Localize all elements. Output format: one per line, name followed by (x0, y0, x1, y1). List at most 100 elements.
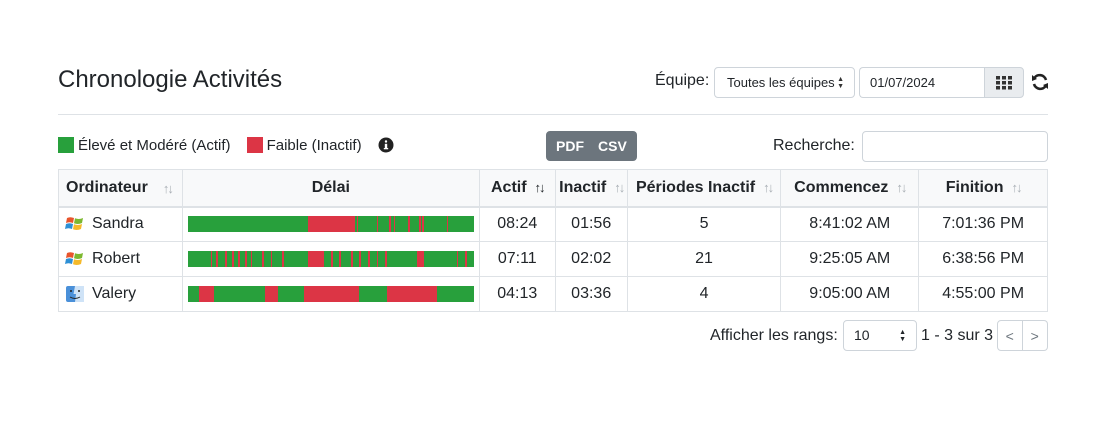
page-header: Chronologie Activités Équipe: Toutes les… (58, 62, 1048, 102)
col-header-ordinateur[interactable]: Ordinateur ↑↓ (58, 169, 183, 208)
inactive-segment (250, 251, 253, 267)
sort-icon: ↑↓ (763, 180, 774, 196)
inactive-segment (359, 251, 362, 267)
pdf-button[interactable]: PDF (546, 131, 592, 161)
timeline-cell (181, 206, 480, 242)
inactive-segment (408, 216, 410, 233)
inactive-segment (416, 251, 424, 267)
activity-table: Ordinateur ↑↓ Délai Actif ↑↓ Inactif ↑↓ Pé… (58, 169, 1048, 312)
timeline-bar (187, 251, 474, 267)
inactive-segment (307, 251, 324, 267)
inactive-segment (386, 286, 437, 302)
inactive-swatch (246, 137, 263, 153)
table-row[interactable]: Robert 07:11 02:02 21 9:25:05 AM 6:38:56… (58, 241, 1048, 277)
calendar-grid-icon (996, 75, 1012, 89)
inactive-segment (350, 251, 353, 267)
actif-cell: 04:13 (478, 276, 556, 312)
inactive-segment (393, 216, 396, 233)
team-select[interactable]: Toutes les équipes ▲ ▼ (714, 67, 855, 98)
refresh-button[interactable] (1030, 72, 1050, 92)
finition-cell: 7:01:36 PM (918, 206, 1048, 242)
col-header-commencez[interactable]: Commencez ↑↓ (780, 169, 920, 208)
inactive-segment (385, 251, 387, 267)
sort-icon: ↑↓ (162, 181, 174, 196)
inactive-segment (339, 251, 342, 267)
range-text: 1 - 3 sur 3 (921, 327, 994, 344)
inactive-segment (389, 216, 392, 233)
windows-icon (65, 215, 85, 233)
inactive-segment (376, 216, 379, 233)
inactive-segment (303, 286, 360, 302)
finition-cell: 6:38:56 PM (918, 241, 1048, 277)
mac-finder-icon (65, 285, 85, 303)
sort-icon: ↑↓ (1011, 180, 1022, 196)
periodes-cell: 5 (626, 206, 782, 242)
refresh-icon (1032, 73, 1048, 91)
rows-per-page-select[interactable]: 10 ▲ ▼ (843, 320, 917, 351)
computer-cell: Sandra (58, 206, 183, 242)
search-input[interactable] (862, 131, 1048, 162)
inactive-segment (446, 216, 449, 233)
col-header-periodes-inactif[interactable]: Périodes Inactif ↑↓ (626, 169, 782, 208)
info-circle-icon[interactable] (378, 137, 394, 153)
timeline-cell (181, 276, 480, 312)
legend-active-label: Élevé et Modéré (Actif) (78, 136, 231, 154)
select-arrows-icon: ▲ ▼ (837, 76, 844, 90)
inactive-segment (262, 251, 264, 267)
inactive-segment (265, 286, 278, 302)
inactive-segment (368, 251, 370, 267)
computer-cell: Valery (58, 276, 183, 312)
legend-inactive-label: Faible (Inactif) (266, 136, 362, 154)
table-row[interactable]: Valery 04:13 03:36 4 9:05:00 AM 4:55:00 … (58, 276, 1048, 312)
actif-cell: 07:11 (478, 241, 556, 277)
commencez-cell: 9:25:05 AM (780, 241, 920, 277)
timeline-bar (187, 216, 474, 233)
legend-inactive: Faible (Inactif) (246, 136, 362, 154)
inactive-segment (422, 216, 425, 233)
inactive-segment (210, 251, 213, 267)
periodes-cell: 4 (626, 276, 782, 312)
header-divider (58, 114, 1048, 115)
inactive-segment (282, 251, 284, 267)
col-header-actif[interactable]: Actif ↑↓ (478, 169, 556, 208)
active-swatch (58, 137, 74, 153)
inactive-segment (307, 216, 356, 233)
inactive-segment (225, 251, 227, 267)
inactif-cell: 02:02 (554, 241, 628, 277)
inactive-segment (376, 251, 379, 267)
inactive-segment (456, 251, 459, 267)
calendar-button[interactable] (984, 67, 1024, 98)
periodes-cell: 21 (626, 241, 782, 277)
page-nav: < > (997, 320, 1048, 351)
timeline-bar (187, 286, 474, 302)
inactif-cell: 01:56 (554, 206, 628, 242)
page-title: Chronologie Activités (58, 66, 283, 93)
inactive-segment (419, 216, 422, 233)
col-header-inactif[interactable]: Inactif ↑↓ (554, 169, 628, 208)
timeline-cell (181, 241, 480, 277)
prev-page-button[interactable]: < (997, 320, 1023, 351)
commencez-cell: 8:41:02 AM (780, 206, 920, 242)
inactive-segment (237, 251, 240, 267)
date-picker: 01/07/2024 (859, 67, 1024, 98)
legend-active: Élevé et Modéré (Actif) (58, 137, 231, 154)
next-page-button[interactable]: > (1022, 320, 1048, 351)
pagination: Afficher les rangs: 10 ▲ ▼ 1 - 3 sur 3 < … (58, 320, 1048, 351)
col-header-finition[interactable]: Finition ↑↓ (918, 169, 1048, 208)
csv-button[interactable]: CSV (592, 131, 637, 161)
inactive-segment (330, 251, 333, 267)
team-select-value: Toutes les équipes (727, 75, 835, 90)
inactive-segment (356, 216, 359, 233)
rows-per-page-value: 10 (854, 327, 870, 343)
inactive-segment (199, 286, 214, 302)
select-arrows-icon: ▲ ▼ (899, 329, 906, 343)
inactive-segment (216, 251, 219, 267)
commencez-cell: 9:05:00 AM (780, 276, 920, 312)
computer-name: Robert (92, 250, 141, 267)
table-row[interactable]: Sandra 08:24 01:56 5 8:41:02 AM 7:01:36 … (58, 206, 1048, 242)
sort-desc-icon: ↑↓ (534, 180, 546, 196)
finition-cell: 4:55:00 PM (918, 276, 1048, 312)
date-input[interactable]: 01/07/2024 (859, 67, 985, 98)
computer-cell: Robert (58, 241, 183, 277)
legend: Élevé et Modéré (Actif) Faible (Inactif) (58, 134, 394, 156)
